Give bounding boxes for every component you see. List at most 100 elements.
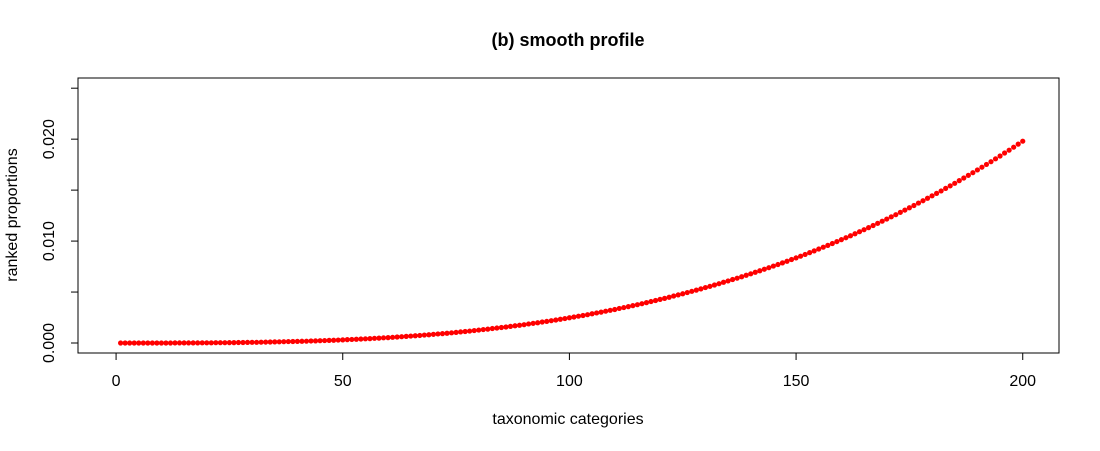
- point: [285, 338, 291, 345]
- point: [720, 279, 727, 285]
- point: [303, 338, 310, 344]
- point: [843, 235, 849, 241]
- point: [997, 153, 1003, 159]
- point: [362, 336, 369, 342]
- point: [757, 268, 763, 274]
- point: [322, 337, 328, 344]
- point: [970, 170, 976, 176]
- point: [489, 325, 495, 332]
- point: [884, 216, 890, 222]
- point: [344, 337, 350, 343]
- point: [353, 336, 359, 342]
- point: [512, 323, 518, 329]
- point: [539, 319, 545, 325]
- point: [915, 200, 922, 206]
- point: [856, 229, 863, 235]
- point: [689, 288, 695, 294]
- point: [498, 324, 505, 331]
- point: [770, 263, 777, 269]
- point: [594, 310, 600, 316]
- point: [571, 314, 577, 320]
- point: [380, 335, 387, 341]
- point: [258, 339, 264, 345]
- point: [793, 255, 799, 261]
- point: [621, 304, 627, 311]
- point: [680, 291, 686, 297]
- point: [254, 339, 260, 345]
- point: [952, 180, 958, 186]
- point: [589, 311, 595, 317]
- point: [961, 175, 967, 181]
- y-tick-label: 0.010: [41, 221, 58, 261]
- point: [308, 338, 314, 344]
- point: [430, 331, 437, 337]
- x-tick-label: 0: [112, 373, 121, 390]
- point: [603, 308, 609, 314]
- point: [140, 340, 146, 346]
- point: [920, 198, 926, 204]
- point: [902, 207, 908, 213]
- point: [1015, 141, 1021, 147]
- point: [195, 340, 201, 346]
- point: [521, 322, 527, 328]
- point: [294, 338, 301, 344]
- point: [131, 340, 137, 346]
- point: [417, 332, 423, 339]
- point: [639, 301, 645, 307]
- point: [580, 312, 586, 319]
- point: [176, 340, 183, 346]
- point: [807, 250, 813, 256]
- point: [924, 195, 931, 201]
- point: [526, 321, 532, 327]
- point: [458, 329, 464, 335]
- point: [235, 339, 242, 346]
- point: [231, 340, 237, 346]
- point: [199, 340, 205, 346]
- x-tick-label: 150: [783, 373, 810, 390]
- point: [204, 340, 210, 346]
- point: [829, 240, 835, 247]
- point: [761, 266, 767, 272]
- point: [394, 334, 400, 340]
- point: [145, 340, 151, 346]
- point: [371, 335, 378, 341]
- point: [340, 337, 346, 343]
- point: [648, 298, 654, 305]
- point: [485, 326, 491, 332]
- point: [906, 205, 913, 211]
- point: [158, 340, 165, 346]
- point: [752, 269, 758, 275]
- point: [349, 336, 355, 343]
- point: [326, 337, 332, 343]
- y-axis-label: ranked proportions: [4, 148, 21, 281]
- point: [1002, 150, 1008, 156]
- point: [725, 278, 731, 284]
- point: [444, 330, 450, 336]
- point: [462, 328, 468, 335]
- point: [766, 265, 772, 271]
- point: [798, 253, 804, 259]
- point: [476, 327, 482, 333]
- point: [870, 222, 876, 229]
- point: [544, 318, 550, 325]
- point: [426, 332, 432, 338]
- point: [503, 324, 509, 330]
- point: [226, 340, 233, 346]
- point: [516, 322, 523, 328]
- point: [893, 212, 899, 218]
- point: [390, 334, 396, 340]
- point: [711, 282, 718, 288]
- point: [612, 306, 618, 313]
- point: [240, 339, 246, 346]
- point: [616, 305, 622, 312]
- point: [657, 296, 663, 302]
- point: [702, 284, 709, 291]
- point: [988, 159, 994, 165]
- point: [734, 275, 740, 281]
- point: [934, 190, 940, 196]
- point: [956, 178, 962, 184]
- point: [154, 340, 160, 346]
- point: [163, 340, 169, 346]
- point: [852, 231, 858, 237]
